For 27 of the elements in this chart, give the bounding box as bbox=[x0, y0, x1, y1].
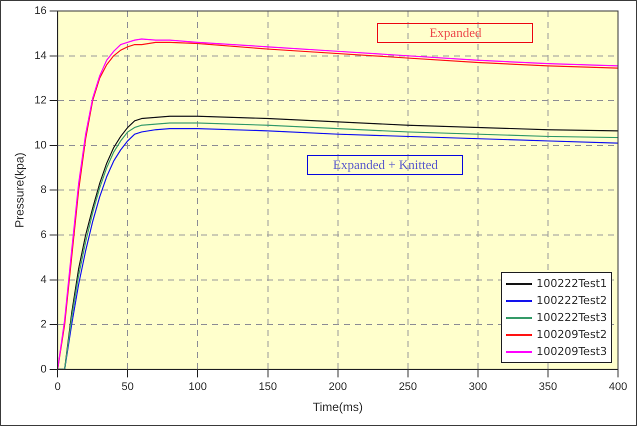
annotation: Expanded bbox=[377, 22, 534, 42]
y-tick-label: 4 bbox=[40, 274, 47, 286]
y-tick-label: 14 bbox=[34, 50, 47, 62]
legend-label: 100222Test2 bbox=[536, 294, 607, 308]
x-tick-label: 50 bbox=[122, 381, 134, 394]
x-axis-title: Time(ms) bbox=[312, 400, 363, 414]
legend-label: 100209Test2 bbox=[536, 328, 607, 342]
x-tick-label: 150 bbox=[258, 381, 277, 394]
x-tick-label: 100 bbox=[188, 381, 207, 394]
x-tick-label: 0 bbox=[54, 381, 61, 394]
y-tick-label: 6 bbox=[40, 229, 47, 242]
legend-label: 100222Test3 bbox=[536, 311, 607, 324]
x-tick-label: 400 bbox=[608, 381, 628, 394]
y-tick-label: 12 bbox=[34, 94, 47, 107]
x-tick-label: 300 bbox=[468, 381, 488, 394]
legend-label: 100222Test1 bbox=[536, 277, 607, 290]
x-tick-label: 350 bbox=[538, 381, 558, 394]
annotation: Expanded + Knitted bbox=[307, 155, 464, 176]
y-tick-label: 2 bbox=[40, 318, 47, 331]
x-tick-label: 250 bbox=[398, 381, 418, 394]
y-tick-label: 10 bbox=[34, 139, 47, 152]
y-tick-label: 16 bbox=[34, 5, 47, 18]
y-tick-label: 8 bbox=[40, 184, 47, 196]
x-tick-label: 200 bbox=[328, 381, 347, 394]
legend-label: 100209Test3 bbox=[536, 345, 607, 358]
y-axis-title: Pressure(kpa) bbox=[12, 152, 27, 228]
y-tick-label: 0 bbox=[40, 363, 47, 376]
